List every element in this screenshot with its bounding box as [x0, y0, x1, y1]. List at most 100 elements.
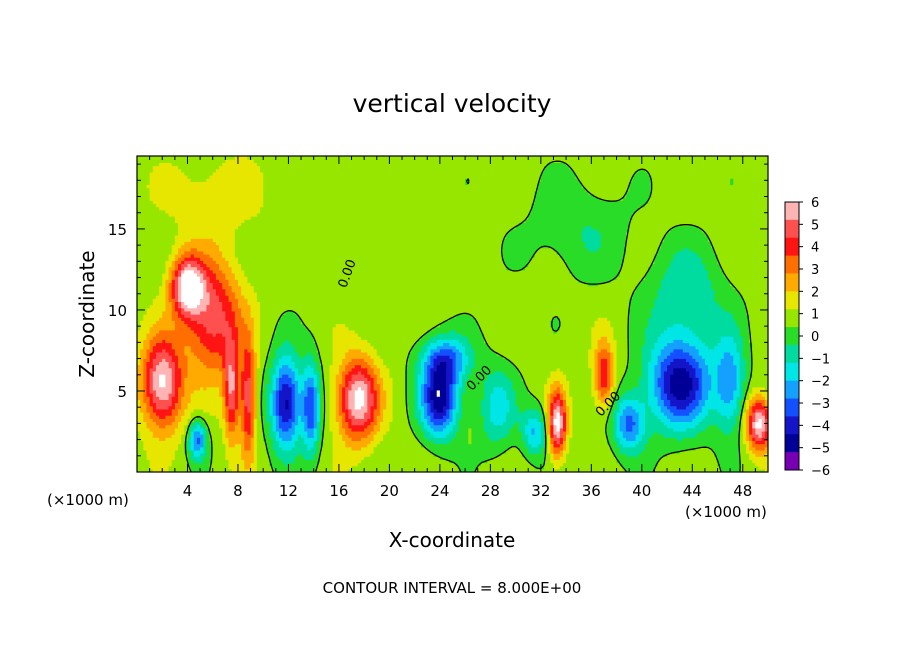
field-cell [764, 459, 768, 464]
field-cell [663, 468, 668, 472]
field-cell [559, 449, 564, 454]
field-cell [588, 443, 592, 448]
field-cell [547, 446, 551, 451]
field-cell [326, 449, 331, 454]
field-cell [531, 443, 536, 448]
field-cell [610, 443, 614, 448]
field-cell [395, 456, 400, 460]
field-cell [152, 449, 157, 454]
field-cell [395, 459, 400, 464]
field-cell [443, 443, 447, 448]
field-cell [379, 453, 384, 457]
field-cell [354, 449, 359, 454]
field-cell [433, 446, 438, 451]
field-cell [701, 443, 706, 448]
field-cell [708, 453, 712, 457]
field-cell [294, 446, 299, 451]
field-cell [288, 456, 293, 460]
field-cell [540, 443, 545, 448]
field-cell [487, 456, 491, 460]
field-cell [506, 468, 510, 472]
field-cell [310, 459, 315, 464]
field-cell [455, 459, 460, 464]
field-cell [632, 468, 637, 472]
field-cell [193, 449, 198, 454]
field-cell [190, 446, 195, 451]
field-cell [424, 462, 428, 467]
field-cell [540, 456, 545, 460]
field-cell [651, 449, 656, 454]
field-cell [367, 446, 372, 451]
field-cell [764, 446, 768, 451]
field-cell [572, 446, 577, 451]
field-cell [550, 462, 555, 467]
field-cell [603, 465, 608, 470]
field-cell [525, 462, 529, 467]
field-cell [723, 459, 728, 464]
field-cell [140, 459, 144, 464]
field-cell [461, 468, 466, 472]
field-cell [493, 459, 498, 464]
field-cell [329, 456, 334, 460]
field-cell [695, 468, 700, 472]
field-cell [282, 468, 286, 472]
field-cell [657, 443, 662, 448]
field-cell [155, 456, 160, 460]
field-cell [518, 465, 523, 470]
field-cell [745, 453, 750, 457]
field-cell [200, 465, 204, 470]
field-cell [313, 453, 318, 457]
field-cell [215, 449, 220, 454]
field-cell [146, 459, 151, 464]
field-cell [736, 459, 741, 464]
field-cell [149, 459, 154, 464]
field-cell [566, 443, 570, 448]
field-cell [370, 453, 375, 457]
field-cell [342, 465, 346, 470]
field-cell [490, 453, 495, 457]
field-cell [692, 459, 697, 464]
field-cell [178, 462, 182, 467]
field-cell [297, 443, 302, 448]
field-cell [616, 443, 621, 448]
field-cell [269, 468, 274, 472]
field-cell [512, 459, 517, 464]
field-cell [704, 459, 709, 464]
field-cell [168, 456, 173, 460]
field-cell [626, 449, 630, 454]
field-cell [335, 459, 340, 464]
field-cell [149, 462, 154, 467]
field-cell [165, 453, 170, 457]
field-cell [525, 465, 529, 470]
field-cell [203, 465, 207, 470]
field-cell [357, 446, 362, 451]
field-cell [332, 449, 337, 454]
field-cell [723, 446, 728, 451]
field-cell [682, 446, 687, 451]
field-cell [543, 465, 548, 470]
field-cell [534, 449, 539, 454]
field-cell [739, 462, 744, 467]
field-cell [550, 443, 555, 448]
field-cell [452, 465, 457, 470]
field-cell [348, 453, 353, 457]
field-cell [383, 446, 387, 451]
field-cell [581, 456, 586, 460]
field-cell [137, 453, 141, 457]
field-cell [159, 443, 163, 448]
field-cell [490, 465, 495, 470]
field-cell [155, 465, 160, 470]
field-cell [591, 462, 596, 467]
field-cell [143, 449, 148, 454]
field-cell [607, 462, 611, 467]
field-cell [310, 443, 315, 448]
field-cell [367, 453, 372, 457]
field-cell [528, 443, 532, 448]
field-cell [635, 443, 640, 448]
field-cell [600, 468, 605, 472]
field-cell [569, 465, 573, 470]
field-cell [373, 465, 378, 470]
field-cell [263, 443, 267, 448]
field-cell [433, 462, 438, 467]
field-cell [234, 465, 239, 470]
